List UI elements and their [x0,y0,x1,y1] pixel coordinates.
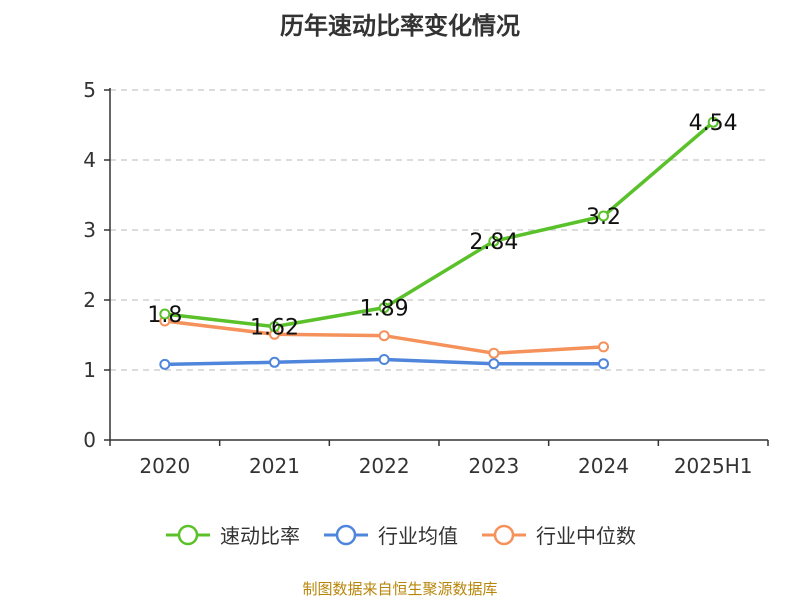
legend-label: 速动比率 [220,524,300,548]
data-point [269,356,280,368]
legend-label: 行业中位数 [536,524,636,548]
chart-title: 历年速动比率变化情况 [280,12,520,40]
y-tick-label: 2 [83,288,96,312]
data-point [488,347,500,359]
data-label: 1.62 [250,316,299,341]
x-tick-label: 2025H1 [674,454,753,478]
data-point [488,358,500,370]
y-tick-label: 4 [83,148,96,172]
data-point [598,341,609,353]
y-tick-label: 0 [83,428,96,452]
legend: 速动比率 行业均值 行业中位数 [0,520,800,549]
legend-item-quick-ratio[interactable]: 速动比率 [164,520,300,549]
data-point [269,321,280,333]
data-point [378,354,390,365]
x-tick-label: 2021 [249,454,300,478]
x-tick-label: 2022 [359,454,410,478]
data-label: 4.54 [689,111,738,136]
data-point [598,358,609,370]
series-line [164,120,715,329]
data-point [378,330,390,342]
legend-item-industry-mean[interactable]: 行业均值 [322,520,458,549]
legend-item-industry-median[interactable]: 行业中位数 [480,520,636,549]
data-point [159,358,171,370]
legend-line-marker-icon [166,524,210,545]
data-label: 1.89 [360,297,409,322]
legend-line-marker-icon [482,524,526,545]
data-label: 3.2 [586,205,621,230]
y-tick-label: 5 [83,78,96,102]
x-tick-label: 2020 [139,454,190,478]
data-point [707,116,719,128]
legend-label: 行业均值 [378,524,458,548]
source-note: 制图数据来自恒生聚源数据库 [302,580,498,598]
x-tick-label: 2024 [578,454,629,478]
data-label: 1.8 [147,303,182,328]
data-point [598,210,609,222]
x-tick-label: 2023 [468,454,519,478]
y-tick-label: 1 [83,358,96,382]
y-tick-label: 3 [83,218,96,242]
data-label: 2.84 [469,230,518,255]
data-point [378,302,390,314]
data-point [488,235,500,247]
legend-line-marker-icon [324,524,368,545]
data-point [159,308,171,320]
